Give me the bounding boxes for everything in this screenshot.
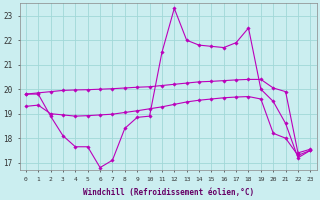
X-axis label: Windchill (Refroidissement éolien,°C): Windchill (Refroidissement éolien,°C) (83, 188, 254, 197)
